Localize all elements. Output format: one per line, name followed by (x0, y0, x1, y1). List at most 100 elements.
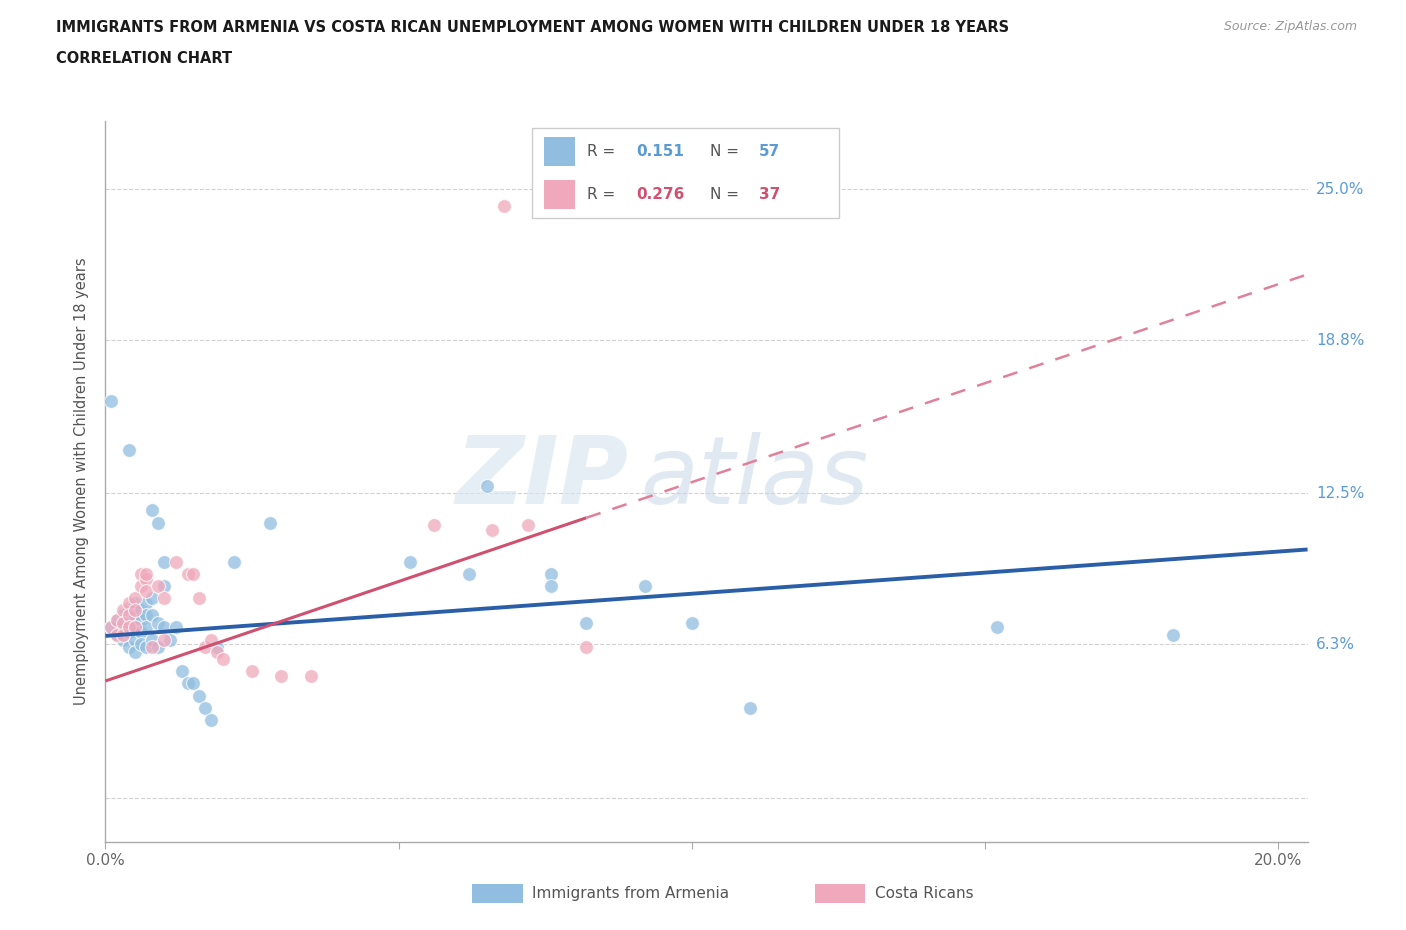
Point (141, 591, 163, 605)
Point (183, 676, 205, 691)
Point (129, 566, 152, 581)
Point (575, 615, 598, 630)
Point (153, 578, 176, 593)
Point (188, 591, 211, 605)
Text: IMMIGRANTS FROM ARMENIA VS COSTA RICAN UNEMPLOYMENT AMONG WOMEN WITH CHILDREN UN: IMMIGRANTS FROM ARMENIA VS COSTA RICAN U… (56, 20, 1010, 35)
Point (141, 608, 163, 623)
Y-axis label: Unemployment Among Women with Children Under 18 years: Unemployment Among Women with Children U… (75, 258, 90, 705)
Point (118, 608, 141, 623)
Point (105, 627, 128, 642)
Point (112, 620, 135, 635)
Point (165, 554, 187, 569)
Point (124, 620, 146, 635)
Point (135, 595, 157, 610)
Point (118, 620, 141, 635)
Point (112, 603, 135, 618)
Point (986, 620, 1008, 635)
Point (299, 669, 322, 684)
Point (100, 620, 122, 635)
Point (494, 199, 516, 214)
Point (141, 640, 163, 655)
Point (148, 578, 170, 593)
Point (135, 620, 157, 635)
Point (118, 442, 141, 457)
Point (100, 620, 122, 635)
Point (141, 632, 163, 647)
Point (165, 620, 187, 635)
Point (200, 712, 222, 727)
Point (681, 615, 703, 630)
Point (148, 515, 170, 530)
Point (129, 578, 152, 593)
Point (211, 652, 233, 667)
Point (183, 566, 205, 581)
Point (112, 608, 135, 623)
Point (153, 591, 176, 605)
Point (135, 608, 157, 623)
Point (1161, 627, 1184, 642)
Text: 6.3%: 6.3% (1316, 637, 1355, 652)
Point (634, 578, 657, 593)
Point (423, 518, 446, 533)
Text: Source: ZipAtlas.com: Source: ZipAtlas.com (1223, 20, 1357, 33)
Point (205, 640, 228, 655)
Point (118, 595, 141, 610)
Point (105, 613, 128, 628)
Point (135, 571, 157, 586)
Point (176, 566, 198, 581)
Point (159, 632, 181, 647)
Point (259, 515, 281, 530)
Point (516, 518, 538, 533)
Point (194, 640, 217, 655)
Point (399, 554, 422, 569)
Point (124, 620, 146, 635)
Point (540, 566, 562, 581)
Point (124, 591, 146, 605)
Point (129, 637, 152, 652)
Point (224, 554, 246, 569)
Point (118, 601, 141, 616)
Text: Costa Ricans: Costa Ricans (875, 886, 973, 901)
Point (129, 603, 152, 618)
Point (205, 644, 228, 659)
Point (153, 554, 176, 569)
Point (458, 566, 481, 581)
Point (124, 595, 146, 610)
Point (135, 566, 157, 581)
Point (129, 613, 152, 628)
Point (112, 632, 135, 647)
Point (105, 627, 128, 642)
Bar (814, 884, 865, 903)
Text: ZIP: ZIP (456, 432, 628, 524)
Point (188, 688, 211, 703)
Text: Immigrants from Armenia: Immigrants from Armenia (533, 886, 730, 901)
Point (240, 664, 263, 679)
Point (118, 613, 141, 628)
Bar (472, 884, 523, 903)
Point (112, 627, 135, 642)
Point (100, 393, 122, 408)
Point (194, 700, 217, 715)
Point (124, 632, 146, 647)
Point (124, 603, 146, 618)
Text: atlas: atlas (640, 432, 869, 524)
Point (170, 664, 193, 679)
Point (475, 479, 498, 494)
Text: 12.5%: 12.5% (1316, 486, 1364, 501)
Point (124, 644, 146, 659)
Point (129, 625, 152, 640)
Point (740, 700, 762, 715)
Point (148, 615, 170, 630)
Point (135, 583, 157, 598)
Point (200, 632, 222, 647)
Point (176, 676, 198, 691)
Point (105, 613, 128, 628)
Point (124, 608, 146, 623)
Point (135, 640, 157, 655)
Point (118, 640, 141, 655)
Point (112, 615, 135, 630)
Point (153, 632, 176, 647)
Point (141, 503, 163, 518)
Point (148, 640, 170, 655)
Text: 18.8%: 18.8% (1316, 333, 1364, 348)
